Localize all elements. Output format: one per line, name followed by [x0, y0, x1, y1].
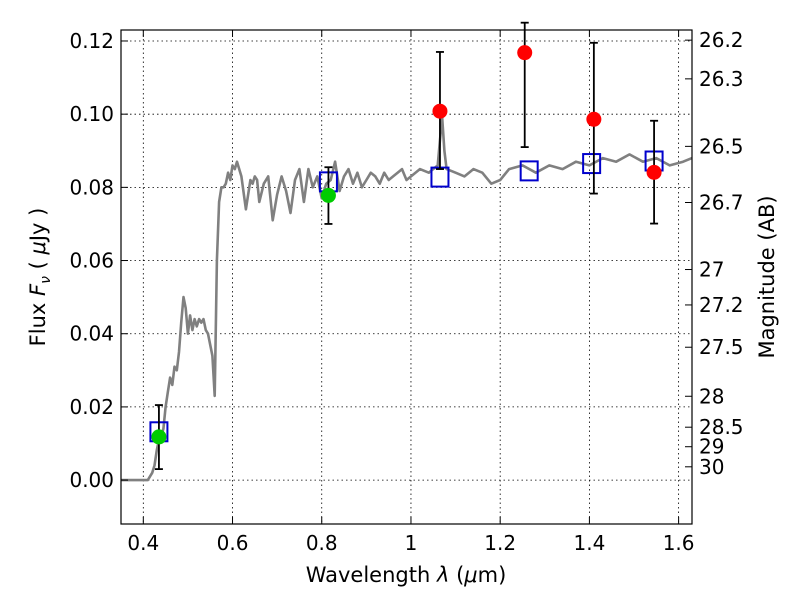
detection-point — [151, 429, 167, 445]
magnitude-tick-label: 29 — [699, 435, 724, 459]
y-tick-label: 0.08 — [69, 175, 114, 199]
x-tick-label: 1.2 — [484, 531, 516, 555]
magnitude-tick-label: 26.7 — [699, 191, 744, 215]
magnitude-tick-label: 26.2 — [699, 28, 744, 52]
x-tick-label: 1.6 — [663, 531, 695, 555]
magnitude-axis-label: Magnitude (AB) — [755, 195, 779, 358]
x-tick-label: 0.8 — [306, 531, 338, 555]
y-axis-label: Flux Fν ( μJy ) — [26, 208, 54, 347]
magnitude-tick-label: 27.2 — [699, 293, 744, 317]
magnitude-tick-label: 28 — [699, 384, 724, 408]
magnitude-tick-label: 30 — [699, 455, 724, 479]
magnitude-tick-label: 26.5 — [699, 134, 744, 158]
y-tick-label: 0.02 — [69, 395, 114, 419]
x-axis-label: Wavelength λ (μm) — [306, 563, 507, 587]
x-tick-label: 1 — [405, 531, 418, 555]
magnitude-tick-label: 28.5 — [699, 415, 744, 439]
flux-point — [646, 164, 662, 180]
plot-area — [121, 21, 693, 482]
y-tick-label: 0.10 — [69, 102, 114, 126]
flux-point — [517, 45, 533, 61]
sed-model-line — [121, 116, 693, 482]
x-tick-label: 1.4 — [573, 531, 605, 555]
magnitude-tick-label: 27.5 — [699, 335, 744, 359]
plot-frame — [120, 29, 693, 525]
x-tick-label: 0.4 — [127, 531, 159, 555]
magnitude-tick-label: 27 — [699, 258, 724, 282]
model-photometry-square — [582, 153, 602, 175]
model-photometry-square — [519, 160, 539, 182]
y-tick-label: 0.00 — [69, 468, 114, 492]
detection-point — [320, 187, 336, 203]
flux-point — [586, 111, 602, 127]
y-tick-label: 0.06 — [69, 249, 114, 273]
y-tick-label: 0.04 — [69, 322, 114, 346]
x-tick-label: 0.6 — [217, 531, 249, 555]
y-tick-label: 0.12 — [69, 29, 114, 53]
flux-point — [432, 103, 448, 119]
axis-ticks: 0.4 0.6 0.8 1 1.2 1.4 1.6 0.00 0.02 0.04 0.06 0.08 0… — [69, 28, 743, 555]
magnitude-tick-label: 26.3 — [699, 67, 744, 91]
